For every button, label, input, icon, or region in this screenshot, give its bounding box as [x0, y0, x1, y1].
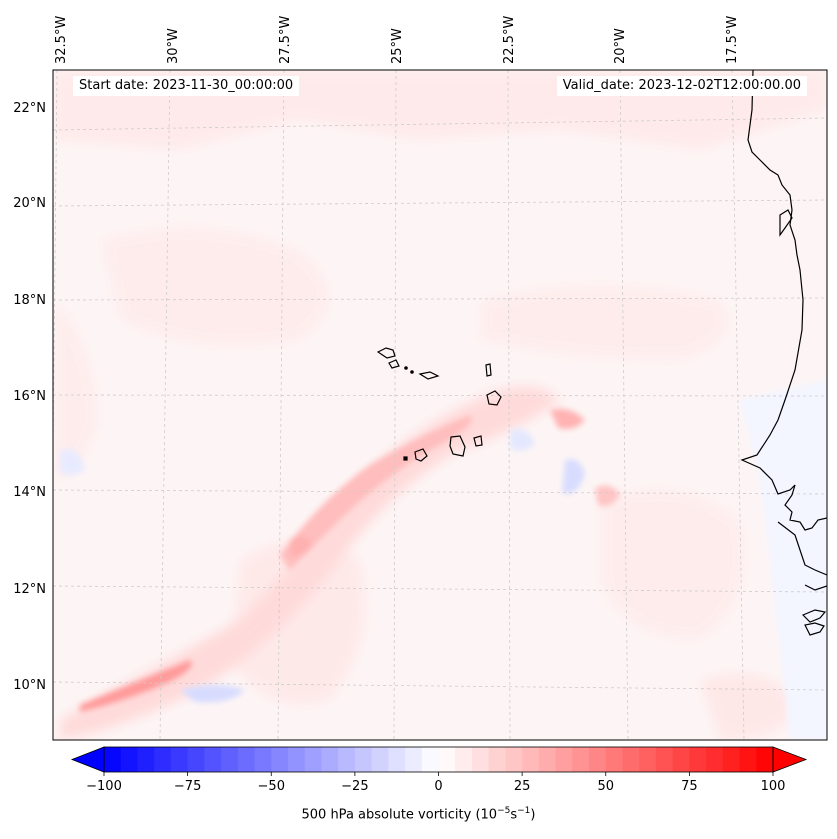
map-background: [53, 70, 827, 740]
colorbar-cell: [271, 747, 289, 772]
colorbar-title-exp2: −1: [517, 806, 531, 816]
colorbar-cell: [706, 747, 724, 772]
colorbar-cell: [538, 747, 557, 772]
colorbar-title: 500 hPa absolute vorticity (10−5s−1): [0, 806, 837, 822]
colorbar-extend-left: [70, 746, 105, 773]
colorbar-cell: [421, 747, 439, 772]
colorbar-cell: [254, 747, 272, 772]
colorbar-cell: [639, 747, 657, 772]
colorbar-tick-label: −50: [258, 779, 285, 794]
colorbar-cell: [589, 747, 607, 772]
colorbar-title-exp1: −5: [497, 806, 511, 816]
colorbar-tick-label: −75: [174, 779, 201, 794]
colorbar-title-main: 500 hPa absolute vorticity (10: [301, 807, 498, 823]
colorbar-cell: [104, 747, 122, 772]
lat-label: 16°N: [13, 389, 46, 404]
colorbar-cell: [354, 747, 373, 772]
colorbar-cell: [287, 747, 306, 772]
lon-label: 22.5°W: [502, 16, 517, 64]
colorbar-cell: [505, 747, 523, 772]
colorbar-cell: [371, 747, 389, 772]
latitude-labels: 22°N 20°N 18°N 16°N 14°N 12°N 10°N: [13, 101, 46, 693]
lat-label: 12°N: [13, 582, 46, 597]
colorbar-cell: [689, 747, 707, 772]
colorbar-cell: [137, 747, 155, 772]
colorbar-cell: [522, 747, 540, 772]
colorbar-cell: [221, 747, 239, 772]
colorbar-tick-label: 25: [514, 779, 531, 794]
colorbar-cell: [605, 747, 623, 772]
colorbar-tick-label: 0: [434, 779, 442, 794]
lat-label: 22°N: [13, 101, 46, 116]
colorbar-cell: [321, 747, 339, 772]
colorbar-tick-label: −25: [341, 779, 368, 794]
colorbar-cell: [438, 747, 456, 772]
valid-date-label: Valid_date: 2023-12-02T12:00:00.00: [556, 76, 807, 96]
colorbar-tick-label: −100: [86, 779, 122, 794]
start-date-label: Start date: 2023-11-30_00:00:00: [73, 76, 300, 96]
cape-verde-islands: [376, 347, 502, 462]
lat-label: 18°N: [13, 293, 46, 308]
colorbar-extend-right: [772, 746, 808, 773]
colorbar-cell: [120, 747, 138, 772]
colorbar-cell: [204, 747, 222, 772]
colorbar-cell: [471, 747, 490, 772]
colorbar-title-end: ): [530, 807, 536, 823]
lon-label: 27.5°W: [278, 16, 293, 64]
coastline: [740, 70, 827, 636]
colorbar-cell: [488, 747, 506, 772]
lat-label: 14°N: [13, 485, 46, 500]
colorbar-cell: [572, 747, 590, 772]
vorticity-field: [53, 70, 827, 740]
map-frame: [52, 69, 828, 741]
lon-label: 32.5°W: [54, 16, 69, 64]
lon-label: 17.5°W: [725, 16, 740, 64]
lat-label: 10°N: [13, 678, 46, 693]
colorbar-cell: [405, 747, 423, 772]
colorbar-cell: [672, 747, 690, 772]
colorbar-cell: [555, 747, 573, 772]
lat-label: 20°N: [13, 196, 46, 211]
lon-label: 25°W: [390, 28, 405, 64]
colorbar-cell: [304, 747, 322, 772]
lon-label: 30°W: [166, 28, 181, 64]
colorbar-title-mid: s: [510, 807, 518, 823]
colorbar-cell: [154, 747, 172, 772]
colorbar-cell: [756, 747, 774, 772]
colorbar-cell: [622, 747, 640, 772]
colorbar-cell: [170, 747, 189, 772]
colorbar-cell: [388, 747, 406, 772]
colorbar-cell: [722, 747, 741, 772]
colorbar-cell: [237, 747, 256, 772]
colorbar-tick-label: 50: [597, 779, 614, 794]
colorbar-tick-label: 75: [681, 779, 698, 794]
lon-label: 20°W: [613, 28, 628, 64]
colorbar-cell: [187, 747, 205, 772]
colorbar-cell: [739, 747, 757, 772]
graticule: [53, 70, 827, 740]
colorbar-tick-label: 100: [761, 779, 786, 794]
colorbar-cell: [338, 747, 356, 772]
longitude-labels: 32.5°W 30°W 27.5°W 25°W 22.5°W 20°W 17.5…: [54, 16, 740, 64]
colorbar-cell: [655, 747, 674, 772]
colorbar-cell: [455, 747, 473, 772]
colorbar: −100 −75 −50 −25 0 25 50 75 100: [70, 746, 808, 794]
